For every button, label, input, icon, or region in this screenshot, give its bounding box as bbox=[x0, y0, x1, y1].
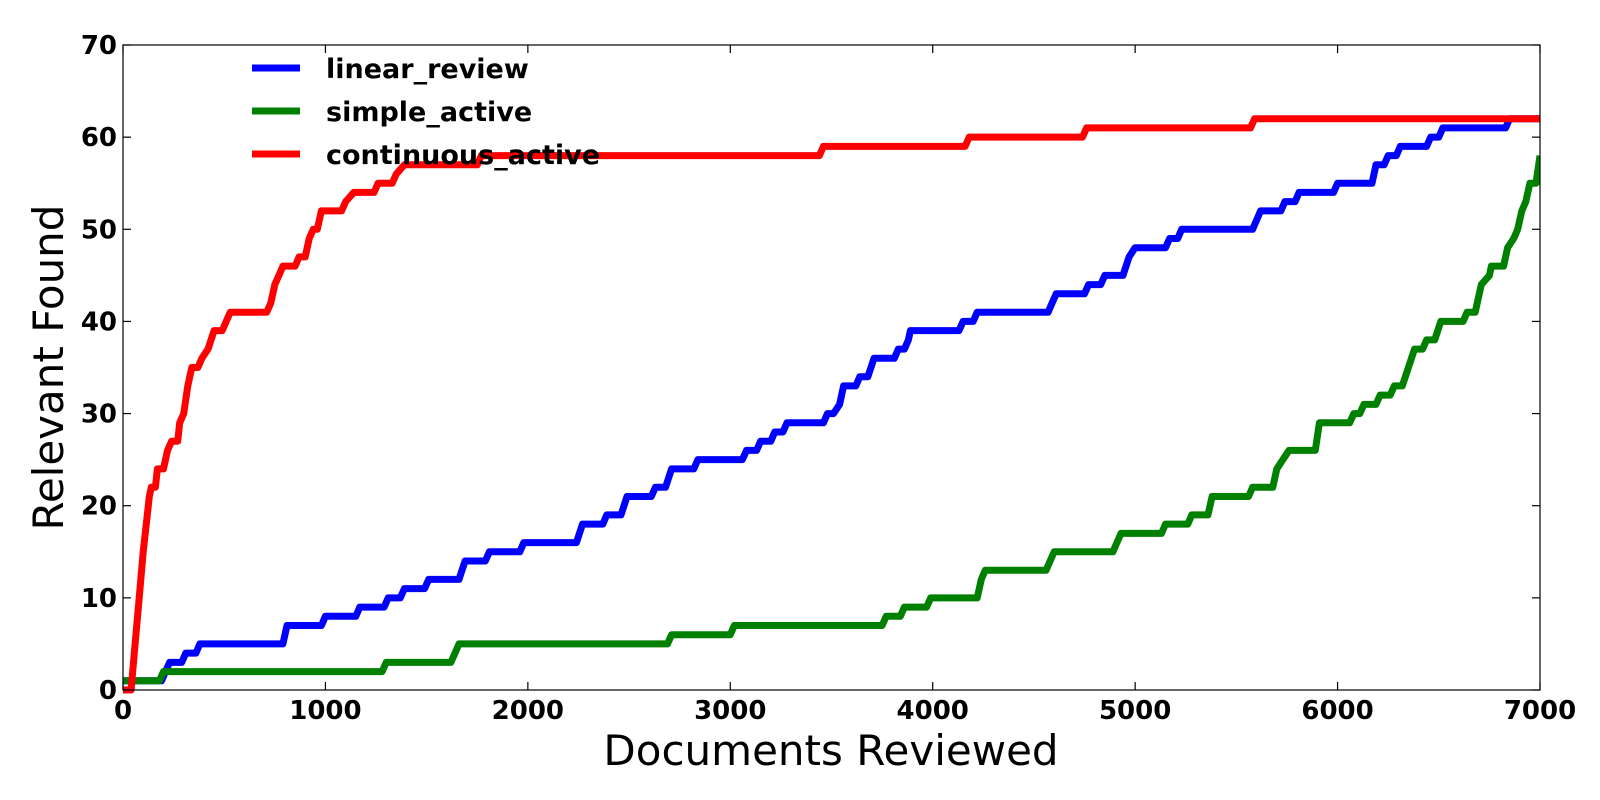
legend-item-continuous-active: continuous_active bbox=[252, 140, 600, 171]
series-line-continuous-active bbox=[123, 115, 1540, 694]
x-tick-label: 2000 bbox=[492, 696, 564, 726]
series-line-linear-review bbox=[123, 115, 1540, 685]
series-line-simple-active bbox=[123, 155, 1540, 685]
y-tick-labels: 0 10 20 30 40 50 60 70 bbox=[81, 31, 117, 706]
y-axis-title: Relevant Found bbox=[24, 205, 73, 531]
y-tick-label: 40 bbox=[81, 307, 117, 337]
y-tick-label: 50 bbox=[81, 215, 117, 245]
legend-label: continuous_active bbox=[326, 140, 600, 171]
x-tick-label: 3000 bbox=[694, 696, 766, 726]
y-tick-label: 70 bbox=[81, 31, 117, 61]
x-tick-label: 5000 bbox=[1099, 696, 1171, 726]
legend-item-linear-review: linear_review bbox=[252, 54, 529, 85]
legend-label: simple_active bbox=[326, 97, 532, 128]
x-tick-label: 6000 bbox=[1301, 696, 1373, 726]
y-tick-label: 10 bbox=[81, 584, 117, 614]
x-tick-label: 1000 bbox=[289, 696, 361, 726]
x-tick-labels: 0 1000 2000 3000 4000 5000 6000 7000 bbox=[114, 696, 1576, 726]
x-tick-label: 7000 bbox=[1504, 696, 1576, 726]
legend-label: linear_review bbox=[326, 54, 529, 85]
y-tick-label: 20 bbox=[81, 492, 117, 522]
axis-ticks bbox=[122, 44, 1541, 691]
legend-item-simple-active: simple_active bbox=[252, 97, 532, 128]
x-axis-title: Documents Reviewed bbox=[603, 726, 1058, 775]
legend: linear_review simple_active continuous_act… bbox=[252, 54, 600, 171]
y-tick-label: 60 bbox=[81, 123, 117, 153]
x-tick-label: 4000 bbox=[897, 696, 969, 726]
y-tick-label: 30 bbox=[81, 400, 117, 430]
x-tick-label: 0 bbox=[114, 696, 132, 726]
series-lines bbox=[123, 115, 1540, 694]
y-tick-label: 0 bbox=[99, 676, 117, 706]
plot-frame bbox=[122, 44, 1541, 691]
